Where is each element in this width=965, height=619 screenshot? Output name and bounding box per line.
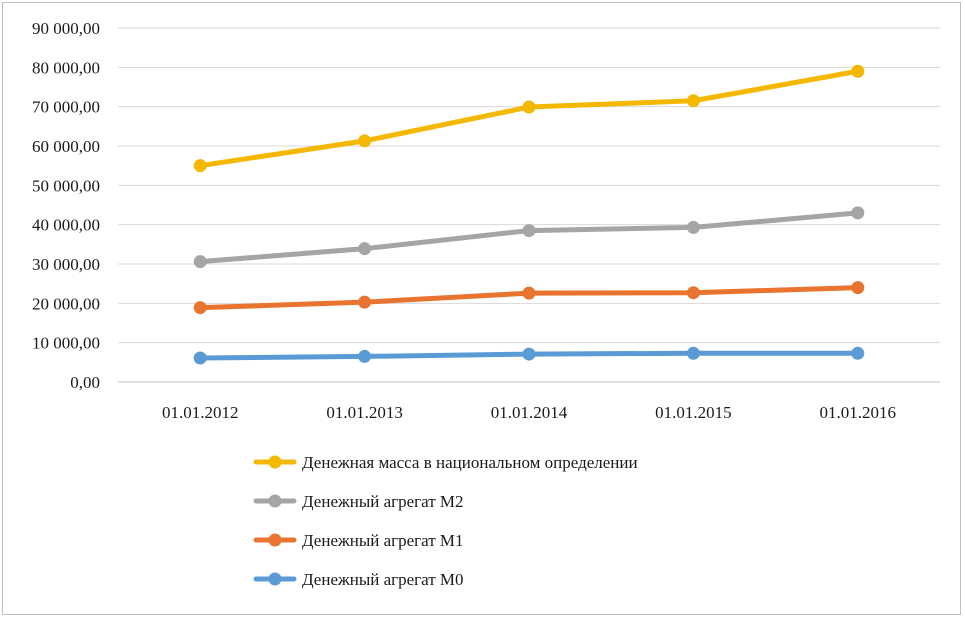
legend-label: Денежная масса в национальном определени…: [302, 453, 638, 472]
x-axis-ticks: 01.01.2012 01.01.2013 01.01.2014 01.01.2015…: [162, 403, 896, 422]
legend-item: Денежный агрегат М0: [253, 570, 464, 589]
data-point: [851, 281, 865, 295]
y-tick-label: 60 000,00: [32, 137, 100, 156]
series-1: [193, 206, 865, 269]
legend-item: Денежная масса в национальном определени…: [253, 453, 638, 472]
data-point: [193, 301, 207, 315]
series-0: [193, 64, 865, 173]
data-point: [686, 286, 700, 300]
gridlines: [118, 27, 940, 383]
x-tick-label: 01.01.2014: [491, 403, 568, 422]
legend-marker: [268, 533, 282, 547]
x-tick-label: 01.01.2013: [326, 403, 403, 422]
legend-item: Денежный агрегат М2: [253, 492, 464, 511]
y-tick-label: 40 000,00: [32, 216, 100, 235]
data-point: [358, 295, 372, 309]
y-tick-label: 30 000,00: [32, 255, 100, 274]
series-2: [193, 281, 865, 315]
data-point: [686, 94, 700, 108]
y-tick-label: 50 000,00: [32, 176, 100, 195]
x-tick-label: 01.01.2015: [655, 403, 732, 422]
y-tick-label: 90 000,00: [32, 19, 100, 38]
data-point: [358, 242, 372, 256]
data-point: [193, 159, 207, 173]
data-point: [851, 206, 865, 220]
data-point: [522, 286, 536, 300]
y-tick-label: 0,00: [70, 373, 100, 392]
data-point: [358, 134, 372, 148]
series-line: [197, 68, 861, 169]
series-line: [197, 210, 861, 265]
y-tick-label: 70 000,00: [32, 98, 100, 117]
data-point: [358, 349, 372, 363]
legend-marker: [268, 494, 282, 508]
data-point: [522, 100, 536, 114]
x-tick-label: 01.01.2012: [162, 403, 239, 422]
y-tick-label: 80 000,00: [32, 58, 100, 77]
series-lines: [193, 64, 865, 365]
data-point: [851, 64, 865, 78]
data-point: [193, 255, 207, 269]
x-tick-label: 01.01.2016: [820, 403, 897, 422]
data-point: [522, 347, 536, 361]
legend-item: Денежный агрегат М1: [253, 531, 464, 550]
legend: Денежная масса в национальном определени…: [253, 453, 638, 589]
legend-label: Денежный агрегат М1: [302, 531, 464, 550]
data-point: [686, 220, 700, 234]
y-axis-ticks: 0,00 10 000,00 20 000,00 30 000,00 40 000,00…: [32, 19, 100, 392]
data-point: [522, 224, 536, 238]
y-tick-label: 10 000,00: [32, 334, 100, 353]
legend-marker: [268, 572, 282, 586]
legend-label: Денежный агрегат М2: [302, 492, 464, 511]
data-point: [193, 351, 207, 365]
data-point: [851, 346, 865, 360]
series-3: [193, 346, 865, 365]
legend-marker: [268, 455, 282, 469]
data-point: [686, 346, 700, 360]
y-tick-label: 20 000,00: [32, 294, 100, 313]
legend-label: Денежный агрегат М0: [302, 570, 464, 589]
